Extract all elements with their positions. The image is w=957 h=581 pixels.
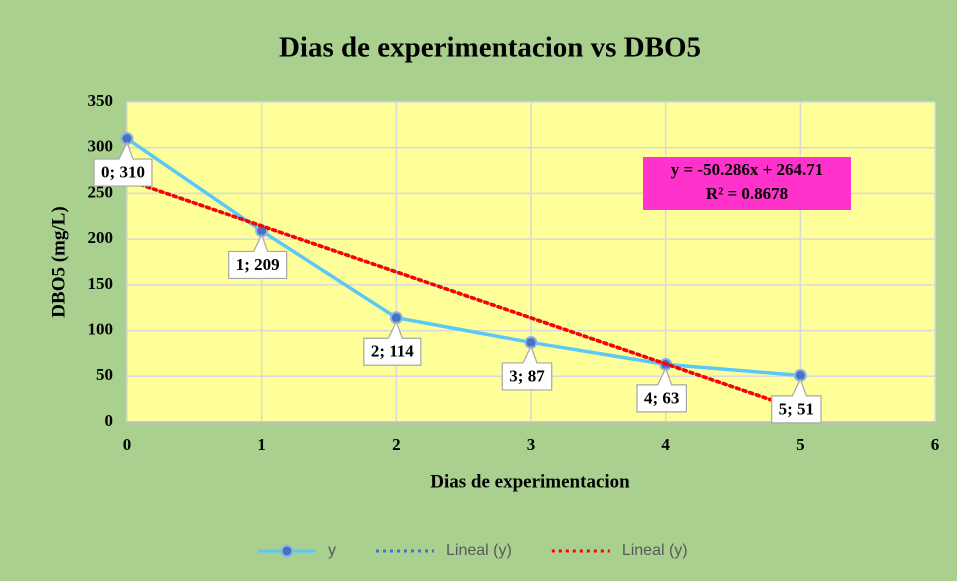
equation-box <box>643 157 851 210</box>
data-label: 1; 209 <box>236 255 280 274</box>
x-tick-label: 4 <box>661 435 670 454</box>
y-tick-label: 350 <box>88 91 114 110</box>
trendline <box>125 178 803 412</box>
label-callout <box>93 141 153 187</box>
x-tick-label: 1 <box>257 435 266 454</box>
data-line <box>125 136 803 378</box>
x-axis-label: Dias de experimentacion <box>430 471 630 492</box>
y-tick-label: 150 <box>88 274 114 293</box>
data-label: 3; 87 <box>509 366 545 385</box>
y-tick-label: 100 <box>88 319 114 338</box>
chart-title: Dias de experimentacion vs DBO5 <box>279 32 701 64</box>
legend-label: Lineal (y) <box>446 542 512 559</box>
x-tick-label: 2 <box>392 435 401 454</box>
y-tick-label: 0 <box>105 411 114 430</box>
r-squared: R² = 0.8678 <box>706 184 788 203</box>
x-tick-label: 6 <box>931 435 940 454</box>
label-callout <box>771 377 822 424</box>
data-label: 2; 114 <box>371 342 414 361</box>
label-callout <box>501 344 553 391</box>
data-label: 0; 310 <box>101 162 145 181</box>
legend-marker <box>280 544 294 558</box>
legend-label: y <box>328 542 336 559</box>
label-callout <box>636 366 687 413</box>
x-tick-label: 0 <box>123 435 132 454</box>
y-axis-label: DBO5 (mg/L) <box>48 206 69 317</box>
label-callout <box>228 233 288 280</box>
legend-label: Lineal (y) <box>622 542 688 559</box>
y-tick-label: 50 <box>96 365 113 384</box>
x-tick-label: 5 <box>796 435 805 454</box>
label-callout <box>363 320 422 366</box>
y-tick-label: 300 <box>88 137 114 156</box>
equation: y = -50.286x + 264.71 <box>671 160 824 179</box>
data-label: 5; 51 <box>779 399 814 418</box>
y-tick-label: 200 <box>88 228 114 247</box>
x-tick-label: 3 <box>527 435 536 454</box>
y-tick-label: 250 <box>88 182 114 201</box>
data-label: 4; 63 <box>644 388 679 407</box>
